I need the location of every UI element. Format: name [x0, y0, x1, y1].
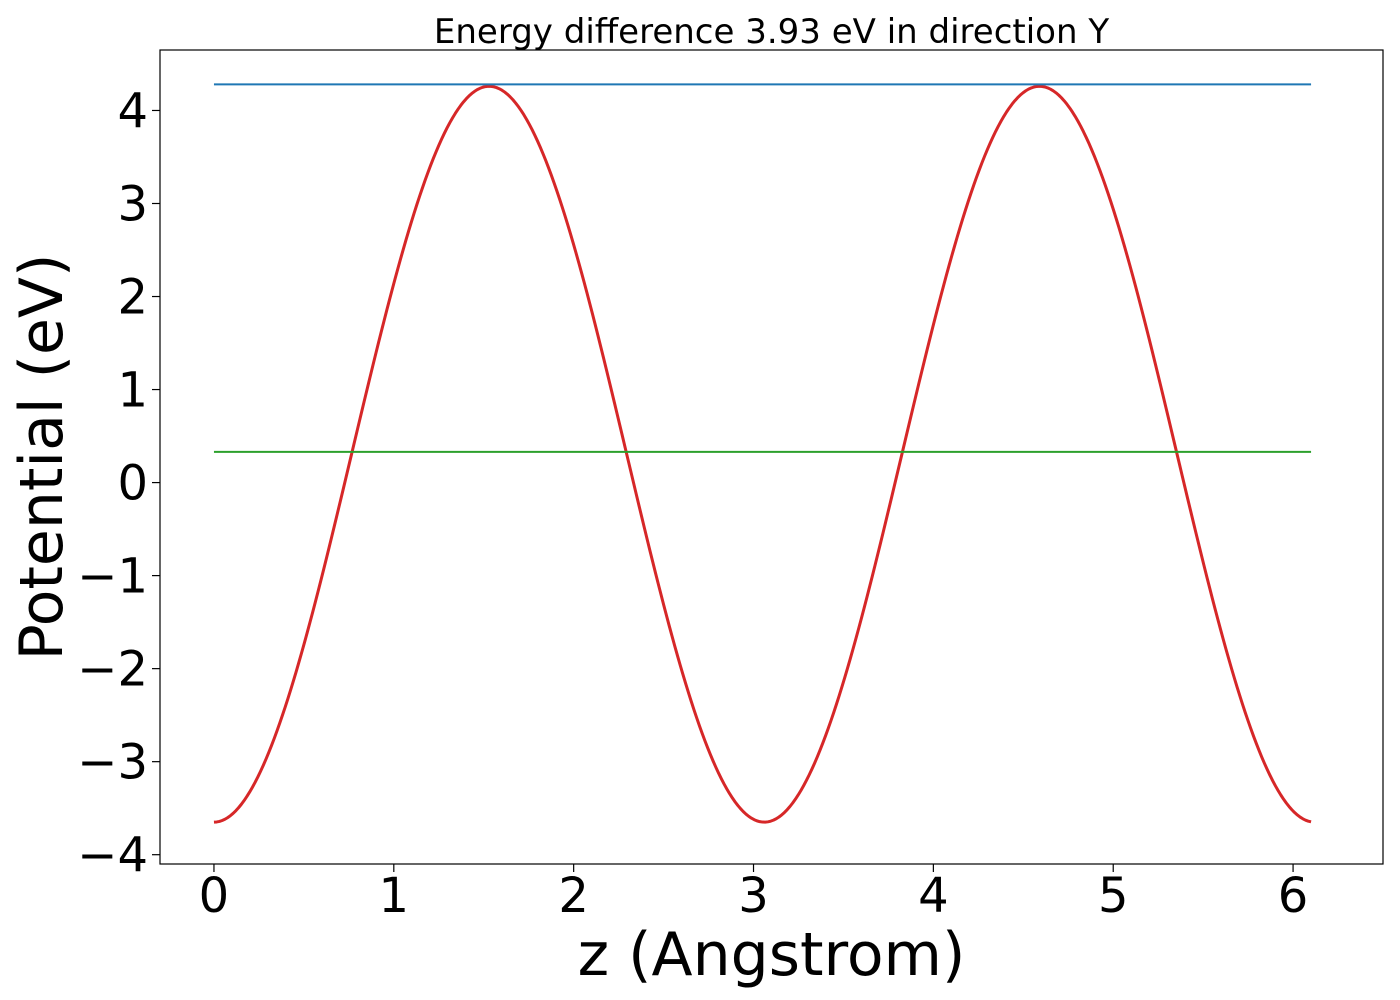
y-tick-label: −3: [77, 735, 148, 791]
y-axis-label: Potential (eV): [7, 254, 77, 661]
y-axis-ticks: −4 −3 −2 −1 0 1 2 3 4: [77, 83, 160, 884]
x-tick-label: 3: [738, 868, 769, 924]
x-tick-label: 4: [918, 868, 949, 924]
x-tick-label: 1: [379, 868, 410, 924]
series-layer: [213, 83, 1312, 824]
y-tick-label: 1: [117, 363, 148, 419]
y-tick-label: 2: [117, 270, 148, 326]
y-tick-label: −4: [77, 828, 148, 884]
x-tick-label: 2: [558, 868, 589, 924]
y-tick-label: 3: [117, 176, 148, 232]
plot-frame: [159, 49, 1384, 865]
x-axis-label: z (Angstrom): [578, 920, 966, 990]
y-tick-label: 4: [117, 83, 148, 139]
y-tick-label: −1: [77, 549, 148, 605]
x-axis-ticks: 0 1 2 3 4 5 6: [199, 864, 1309, 924]
y-tick-label: 0: [117, 456, 148, 512]
x-tick-label: 0: [199, 868, 230, 924]
chart-title: Energy difference 3.93 eV in direction Y: [434, 12, 1109, 52]
potential-curve: [213, 84, 1312, 824]
x-tick-label: 5: [1098, 868, 1129, 924]
y-tick-label: −2: [77, 642, 148, 698]
x-tick-label: 6: [1278, 868, 1309, 924]
